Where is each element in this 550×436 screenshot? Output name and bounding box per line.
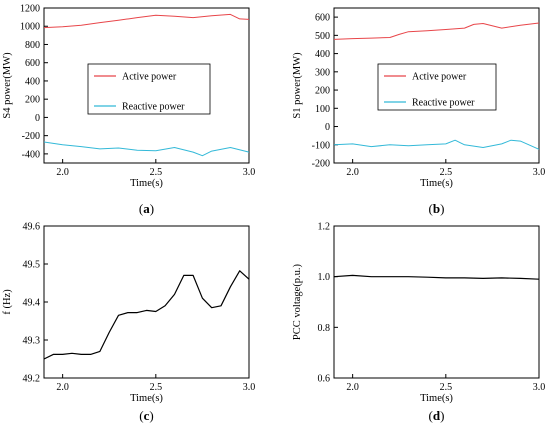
plot-frame xyxy=(333,7,540,164)
x-tick-label: 2.5 xyxy=(440,382,453,393)
legend-entry: Reactive power xyxy=(122,102,185,113)
x-tick-label: 3.0 xyxy=(533,382,546,393)
series-line-2 xyxy=(43,141,250,157)
x-tick-label: 3.0 xyxy=(533,167,546,178)
x-tick-label: 2.5 xyxy=(150,167,163,178)
plot-frame xyxy=(43,225,250,379)
x-tick-label: 2.5 xyxy=(150,382,163,393)
x-tick-label: 3.0 xyxy=(243,167,256,178)
y-tick-label: 1.0 xyxy=(318,272,331,283)
legend-entry: Active power xyxy=(122,72,177,83)
x-tick-label: 2.0 xyxy=(346,382,359,393)
series-line-1 xyxy=(43,270,250,360)
legend-entry: Active power xyxy=(412,72,467,83)
y-tick-label: 1.2 xyxy=(318,222,331,233)
x-tick-label: 2.0 xyxy=(56,382,69,393)
y-tick-label: -200 xyxy=(312,159,330,170)
y-tick-label: 600 xyxy=(25,58,40,69)
y-tick-label: 0 xyxy=(325,122,330,133)
x-axis-label: Time(s) xyxy=(130,178,163,189)
x-tick-label: 2.0 xyxy=(346,167,359,178)
x-tick-label: 2.0 xyxy=(56,167,69,178)
x-axis-label: Time(s) xyxy=(420,178,453,189)
y-tick-label: 49.5 xyxy=(23,260,41,271)
series-line-2 xyxy=(333,139,540,150)
y-tick-label: 49.4 xyxy=(23,298,41,309)
y-tick-label: 0 xyxy=(35,113,40,124)
panel-label: (b) xyxy=(429,201,445,216)
y-tick-label: 100 xyxy=(315,104,330,115)
y-tick-label: 500 xyxy=(315,31,330,42)
y-axis-label: S4 power(MW) xyxy=(2,52,13,119)
legend-entry: Reactive power xyxy=(412,98,475,109)
chart-panel-3: 49.2 49.3 49.4 49.5 49.6 2.0 2.5 3.0 Time(s) f (H… xyxy=(2,222,255,424)
plot-frame xyxy=(43,7,250,164)
panel-label: (c) xyxy=(139,408,153,423)
y-tick-label: 49.2 xyxy=(23,374,41,385)
y-tick-label: 600 xyxy=(315,13,330,24)
y-axis-label: f (Hz) xyxy=(2,289,13,315)
series-line-1 xyxy=(333,22,540,40)
x-tick-label: 3.0 xyxy=(243,382,256,393)
chart-panel-4: 0.6 0.8 1.0 1.2 2.0 2.5 3.0 Time(s) PCC voltage(… xyxy=(292,222,545,424)
x-tick-label: 2.5 xyxy=(440,167,453,178)
y-axis-label: S1 power(MW) xyxy=(292,52,303,119)
x-axis-label: Time(s) xyxy=(130,393,163,404)
y-tick-label: 49.6 xyxy=(23,222,41,233)
y-tick-label: 300 xyxy=(315,67,330,78)
y-tick-label: 1000 xyxy=(20,22,40,33)
plot-frame xyxy=(333,225,540,379)
y-tick-label: -200 xyxy=(22,131,40,142)
y-tick-label: -100 xyxy=(312,140,330,151)
y-tick-label: 800 xyxy=(25,40,40,51)
y-tick-label: 200 xyxy=(25,95,40,106)
legend-box xyxy=(87,63,211,115)
chart-panel-2: -200 -100 0 100 200 300 400 500 600 2.0 2.5 3.0 Time… xyxy=(292,7,546,216)
y-tick-label: 49.3 xyxy=(23,336,41,347)
panel-label: (a) xyxy=(139,201,154,216)
y-tick-label: 400 xyxy=(315,49,330,60)
y-tick-label: 0.8 xyxy=(318,323,331,334)
series-line-1 xyxy=(333,274,540,280)
x-axis-label: Time(s) xyxy=(420,393,453,404)
y-tick-label: 0.6 xyxy=(318,374,331,385)
y-tick-label: -400 xyxy=(22,149,40,160)
y-tick-label: 200 xyxy=(315,86,330,97)
series-line-1 xyxy=(43,13,250,29)
panel-label: (d) xyxy=(429,408,445,423)
y-tick-label: 1200 xyxy=(20,4,40,15)
chart-panel-1: -400 -200 0 200 400 600 800 1000 1200 2.0 2.5 3.0 Ti… xyxy=(2,4,255,217)
y-axis-label: PCC voltage(p.u.) xyxy=(292,263,303,340)
y-tick-label: 400 xyxy=(25,76,40,87)
